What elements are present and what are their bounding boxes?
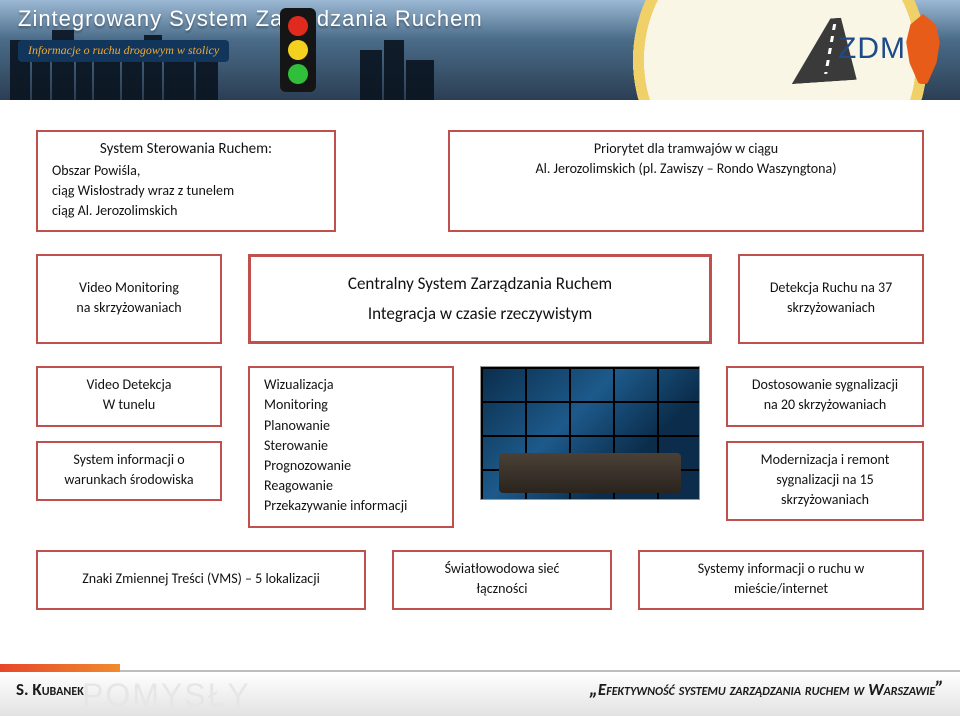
text-line: Modernizacja i remont — [742, 451, 908, 469]
list-item: Reagowanie — [264, 477, 438, 495]
header-banner: Zintegrowany System Zarządzania Ruchem I… — [0, 0, 960, 100]
text-line: warunkach środowiska — [52, 471, 206, 489]
text-line: Al. Jerozolimskich (pl. Zawiszy – Rondo … — [464, 160, 908, 178]
text-line: Integracja w czasie rzeczywistym — [265, 303, 695, 325]
box-video-detekcja: Video Detekcja W tunelu — [36, 366, 222, 426]
text-line: System informacji o — [52, 451, 206, 469]
control-room-image — [480, 366, 700, 500]
row-3: Video Detekcja W tunelu System informacj… — [36, 366, 924, 527]
box-swiatlowod: Światłowodowa sieć łączności — [392, 550, 612, 610]
text-line: Priorytet dla tramwajów w ciągu — [464, 140, 908, 158]
text-line: mieście/internet — [654, 580, 908, 598]
footer-slide-title: „Efektywność systemu zarządzania ruchem … — [589, 677, 944, 701]
footer-author: S. Kubanek — [16, 679, 84, 700]
box-priorytet-tramwajow: Priorytet dla tramwajów w ciągu Al. Jero… — [448, 130, 924, 232]
lamp-green — [288, 64, 308, 84]
row-2: Video Monitoring na skrzyżowaniach Centr… — [36, 254, 924, 344]
box-system-sterowania: System Sterowania Ruchem: Obszar Powiśla… — [36, 130, 336, 232]
box-detekcja-ruchu: Detekcja Ruchu na 37 skrzyżowaniach — [738, 254, 924, 344]
list-item: Przekazywanie informacji — [264, 497, 438, 515]
text-line: W tunelu — [52, 396, 206, 414]
row-1: System Sterowania Ruchem: Obszar Powiśla… — [36, 130, 924, 232]
text-line: Światłowodowa sieć — [408, 560, 596, 578]
banner-title: Zintegrowany System Zarządzania Ruchem — [18, 6, 483, 32]
list-item: Wizualizacja — [264, 376, 438, 394]
row-4: Znaki Zmiennej Treści (VMS) – 5 lokaliza… — [36, 550, 924, 610]
text-line: Centralny System Zarządzania Ruchem — [265, 273, 695, 295]
slide-title-city: Warszawie — [868, 679, 935, 700]
quote-close: ” — [935, 677, 944, 701]
text-line: Dostosowanie sygnalizacji — [742, 376, 908, 394]
box-systemy-informacji-miasto: Systemy informacji o ruchu w mieście/int… — [638, 550, 924, 610]
quote-open: „ — [589, 677, 598, 701]
lamp-red — [288, 16, 308, 36]
text-line: sygnalizacji na 15 — [742, 471, 908, 489]
spacer — [362, 130, 422, 232]
text-line: ciąg Wisłostrady wraz z tunelem — [52, 182, 320, 200]
box-funkcje-list: Wizualizacja Monitoring Planowanie Stero… — [248, 366, 454, 527]
box-centralny-system: Centralny System Zarządzania Ruchem Inte… — [248, 254, 712, 344]
banner-subtitle: Informacje o ruchu drogowym w stolicy — [18, 40, 229, 62]
text-line: łączności — [408, 580, 596, 598]
text-line: Znaki Zmiennej Treści (VMS) – 5 lokaliza… — [82, 570, 320, 588]
author-name: Kubanek — [32, 679, 83, 700]
box-modernizacja-sygnalizacji: Modernizacja i remont sygnalizacji na 15… — [726, 441, 924, 522]
row3-col4: Dostosowanie sygnalizacji na 20 skrzyżow… — [726, 366, 924, 527]
zdm-logo: ZDM — [798, 10, 938, 90]
text-line: Detekcja Ruchu na 37 — [754, 279, 908, 297]
logo-mermaid-icon — [902, 14, 944, 84]
box-video-monitoring: Video Monitoring na skrzyżowaniach — [36, 254, 222, 344]
text-line: ciąg Al. Jerozolimskich — [52, 202, 320, 220]
list-item: Monitoring — [264, 396, 438, 414]
text-line: Video Monitoring — [52, 279, 206, 297]
list-item: Prognozowanie — [264, 457, 438, 475]
list-item: Sterowanie — [264, 437, 438, 455]
traffic-light-icon — [280, 8, 316, 92]
author-prefix: S. — [16, 679, 32, 700]
text-line: Systemy informacji o ruchu w — [654, 560, 908, 578]
list-item: Planowanie — [264, 417, 438, 435]
box-system-informacji-srodowisko: System informacji o warunkach środowiska — [36, 441, 222, 501]
text-line: Video Detekcja — [52, 376, 206, 394]
lamp-yellow — [288, 40, 308, 60]
text-line: Obszar Powiśla, — [52, 162, 320, 180]
text-line: System Sterowania Ruchem: — [52, 140, 320, 160]
slide-title-main: Efektywność systemu zarządzania ruchem w — [598, 679, 868, 700]
diagram-area: System Sterowania Ruchem: Obszar Powiśla… — [0, 100, 960, 662]
text-line: skrzyżowaniach — [754, 299, 908, 317]
text-line: skrzyżowaniach — [742, 491, 908, 509]
row3-col1: Video Detekcja W tunelu System informacj… — [36, 366, 222, 527]
logo-text: ZDM — [838, 32, 906, 66]
box-vms: Znaki Zmiennej Treści (VMS) – 5 lokaliza… — [36, 550, 366, 610]
text-line: na 20 skrzyżowaniach — [742, 396, 908, 414]
text-line: na skrzyżowaniach — [52, 299, 206, 317]
slide-footer: POMYSŁY S. Kubanek „Efektywność systemu … — [0, 662, 960, 716]
box-dostosowanie-sygnalizacji: Dostosowanie sygnalizacji na 20 skrzyżow… — [726, 366, 924, 426]
footer-ghost-text: POMYSŁY — [82, 677, 251, 714]
